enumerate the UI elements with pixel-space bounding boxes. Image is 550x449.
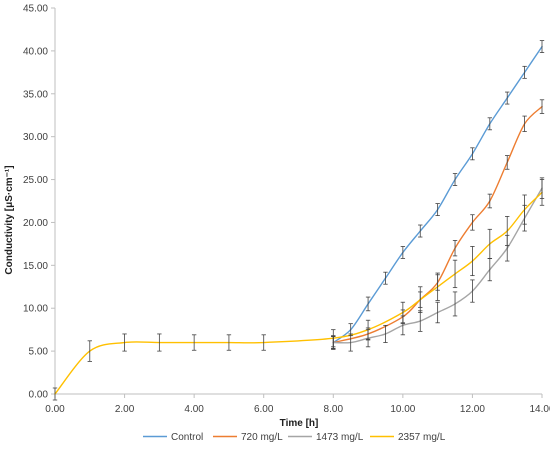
y-tick-label: 45.00	[23, 4, 48, 15]
error-bar	[539, 40, 545, 54]
error-bar	[348, 333, 353, 352]
x-tick-label: 4.00	[184, 404, 204, 415]
error-bar	[487, 228, 493, 259]
error-bar	[383, 324, 388, 343]
error-bar	[365, 296, 371, 312]
error-bar	[418, 224, 423, 238]
y-tick-label: 20.00	[23, 218, 48, 229]
error-bar	[522, 115, 527, 132]
legend-label-2: 1473 mg/L	[316, 432, 364, 443]
series-line-3	[54, 191, 543, 395]
error-bar	[191, 334, 197, 351]
error-bar	[487, 193, 493, 209]
y-tick-label: 15.00	[23, 261, 48, 272]
error-bar	[470, 246, 475, 277]
x-tick-label: 6.00	[254, 404, 274, 415]
error-bar	[505, 91, 510, 105]
error-bar	[400, 301, 406, 324]
y-tick-label: 0.00	[29, 390, 49, 401]
error-bar	[470, 279, 475, 303]
axes: 0.00 5.00 10.00 15.00 20.00 25.00 30.00 35.00 40…	[23, 4, 550, 416]
y-tick-label: 30.00	[23, 132, 48, 143]
error-bar	[539, 179, 545, 206]
error-bar	[435, 203, 440, 216]
error-bar	[122, 333, 127, 352]
y-axis-title: Conductivity [μS·cm⁻¹]	[4, 165, 15, 274]
error-bar	[452, 291, 458, 317]
error-bar	[452, 240, 458, 257]
error-bar	[400, 246, 406, 259]
error-bar	[365, 319, 371, 340]
error-bar	[383, 271, 388, 285]
y-tick-label: 25.00	[23, 175, 48, 186]
error-bar	[539, 99, 545, 114]
error-bar	[87, 340, 92, 362]
legend-label-0: Control	[171, 432, 203, 443]
x-tick-label: 2.00	[115, 404, 135, 415]
error-bar	[452, 259, 458, 289]
error-bar	[157, 333, 162, 352]
error-bar	[470, 214, 475, 231]
legend-label-1: 720 mg/L	[241, 432, 283, 443]
error-bar	[470, 147, 475, 161]
x-tick-label: 14.00	[529, 404, 550, 415]
y-tick-label: 10.00	[23, 304, 48, 315]
error-bar	[452, 173, 458, 186]
legend: Control 720 mg/L 1473 mg/L 2357 mg/L	[143, 432, 446, 443]
y-tick-label: 5.00	[29, 347, 49, 358]
error-bar	[331, 329, 336, 348]
x-tick-label: 10.00	[390, 404, 415, 415]
error-bar	[261, 334, 266, 351]
x-tick-label: 8.00	[324, 404, 344, 415]
error-bar	[435, 272, 440, 301]
error-bar	[418, 286, 423, 313]
error-bar	[505, 216, 510, 247]
error-bar	[52, 387, 58, 401]
error-bar	[522, 194, 527, 225]
y-tick-label: 35.00	[23, 89, 48, 100]
x-tick-label: 12.00	[460, 404, 485, 415]
error-bar	[487, 258, 493, 282]
error-bars	[52, 40, 545, 401]
error-bar	[522, 65, 527, 79]
error-bar	[435, 301, 440, 324]
error-bar	[487, 117, 493, 131]
series-lines	[54, 45, 543, 395]
x-axis-title: Time [h]	[280, 418, 319, 429]
y-tick-label: 40.00	[23, 46, 48, 57]
error-bar	[226, 334, 232, 351]
error-bar	[505, 155, 510, 170]
legend-label-3: 2357 mg/L	[398, 432, 446, 443]
x-tick-label: 0.00	[45, 404, 65, 415]
